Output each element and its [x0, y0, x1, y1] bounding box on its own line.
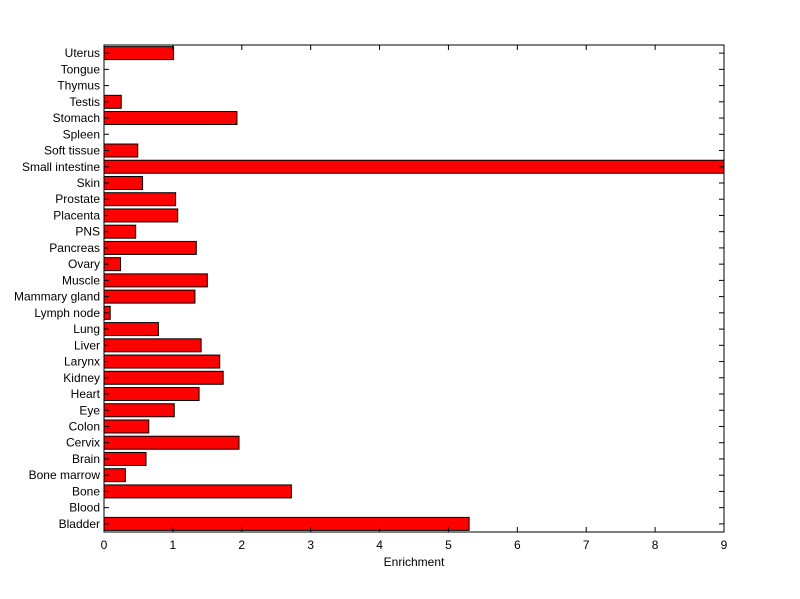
bar-soft-tissue: [103, 143, 139, 158]
y-tick-label-eye: Eye: [79, 403, 100, 417]
x-ticks-group: 0 1 2 3 4 5 6 7 8 9: [101, 45, 728, 552]
bar-skin: [103, 175, 144, 190]
y-tick-label-brain: Brain: [72, 452, 100, 466]
y-tick-label-lung: Lung: [73, 322, 100, 336]
x-tick-label-4: 4: [376, 538, 383, 552]
y-tick-label-small-intestine: Small intestine: [22, 160, 100, 174]
y-tick-label-ovary: Ovary: [68, 257, 100, 271]
y-tick-label-colon: Colon: [69, 419, 100, 433]
x-tick-label-1: 1: [170, 538, 177, 552]
y-tick-label-pns: PNS: [75, 225, 100, 239]
y-tick-label-tongue: Tongue: [61, 62, 101, 76]
bar-bone: [103, 484, 292, 499]
y-tick-label-cervix: Cervix: [66, 436, 100, 450]
y-tick-label-bladder: Bladder: [59, 517, 100, 531]
x-tick-label-6: 6: [514, 538, 521, 552]
x-axis-label: Enrichment: [384, 555, 445, 569]
y-tick-label-muscle: Muscle: [62, 273, 100, 287]
y-tick-label-spleen: Spleen: [63, 127, 100, 141]
bar-liver: [103, 338, 202, 353]
x-tick-label-3: 3: [307, 538, 314, 552]
bar-mammary-gland: [103, 289, 196, 304]
y-ticks-group: Bladder Blood Bone Bone marrow Brain Cervix Co…: [14, 46, 724, 531]
y-tick-label-uterus: Uterus: [65, 46, 100, 60]
bar-kidney: [103, 370, 224, 385]
bar-larynx: [103, 354, 221, 369]
y-tick-label-liver: Liver: [74, 338, 100, 352]
bar-bladder: [103, 516, 470, 531]
y-tick-label-blood: Blood: [69, 501, 100, 515]
y-tick-label-testis: Testis: [69, 95, 100, 109]
y-tick-label-bone-marrow: Bone marrow: [29, 468, 101, 482]
bar-pancreas: [103, 240, 197, 255]
x-tick-label-0: 0: [101, 538, 108, 552]
bar-brain: [103, 451, 147, 466]
y-tick-label-lymph-node: Lymph node: [34, 306, 100, 320]
bar-placenta: [103, 208, 179, 223]
y-tick-label-prostate: Prostate: [55, 192, 100, 206]
y-tick-label-mammary-gland: Mammary gland: [14, 290, 100, 304]
x-tick-label-7: 7: [583, 538, 590, 552]
y-tick-label-placenta: Placenta: [53, 208, 100, 222]
y-tick-label-larynx: Larynx: [64, 355, 100, 369]
y-tick-label-skin: Skin: [77, 176, 100, 190]
y-tick-label-bone: Bone: [72, 484, 100, 498]
x-tick-label-5: 5: [445, 538, 452, 552]
y-tick-label-thymus: Thymus: [57, 79, 100, 93]
bars-group: [103, 46, 725, 531]
y-tick-label-kidney: Kidney: [63, 371, 100, 385]
bar-uterus: [103, 46, 175, 61]
bar-colon: [103, 419, 150, 434]
bar-cervix: [103, 435, 240, 450]
bar-eye: [103, 403, 175, 418]
bar-muscle: [103, 273, 208, 288]
y-tick-label-stomach: Stomach: [53, 111, 100, 125]
bar-heart: [103, 387, 200, 402]
bar-prostate: [103, 192, 177, 207]
x-tick-label-8: 8: [652, 538, 659, 552]
y-tick-label-heart: Heart: [71, 387, 101, 401]
bar-lung: [103, 322, 159, 337]
bar-small-intestine: [103, 159, 725, 174]
x-tick-label-2: 2: [238, 538, 245, 552]
y-tick-label-soft-tissue: Soft tissue: [44, 144, 100, 158]
y-tick-label-pancreas: Pancreas: [49, 241, 100, 255]
bar-stomach: [103, 111, 238, 126]
x-tick-label-9: 9: [721, 538, 728, 552]
plot-frame: [103, 44, 725, 533]
